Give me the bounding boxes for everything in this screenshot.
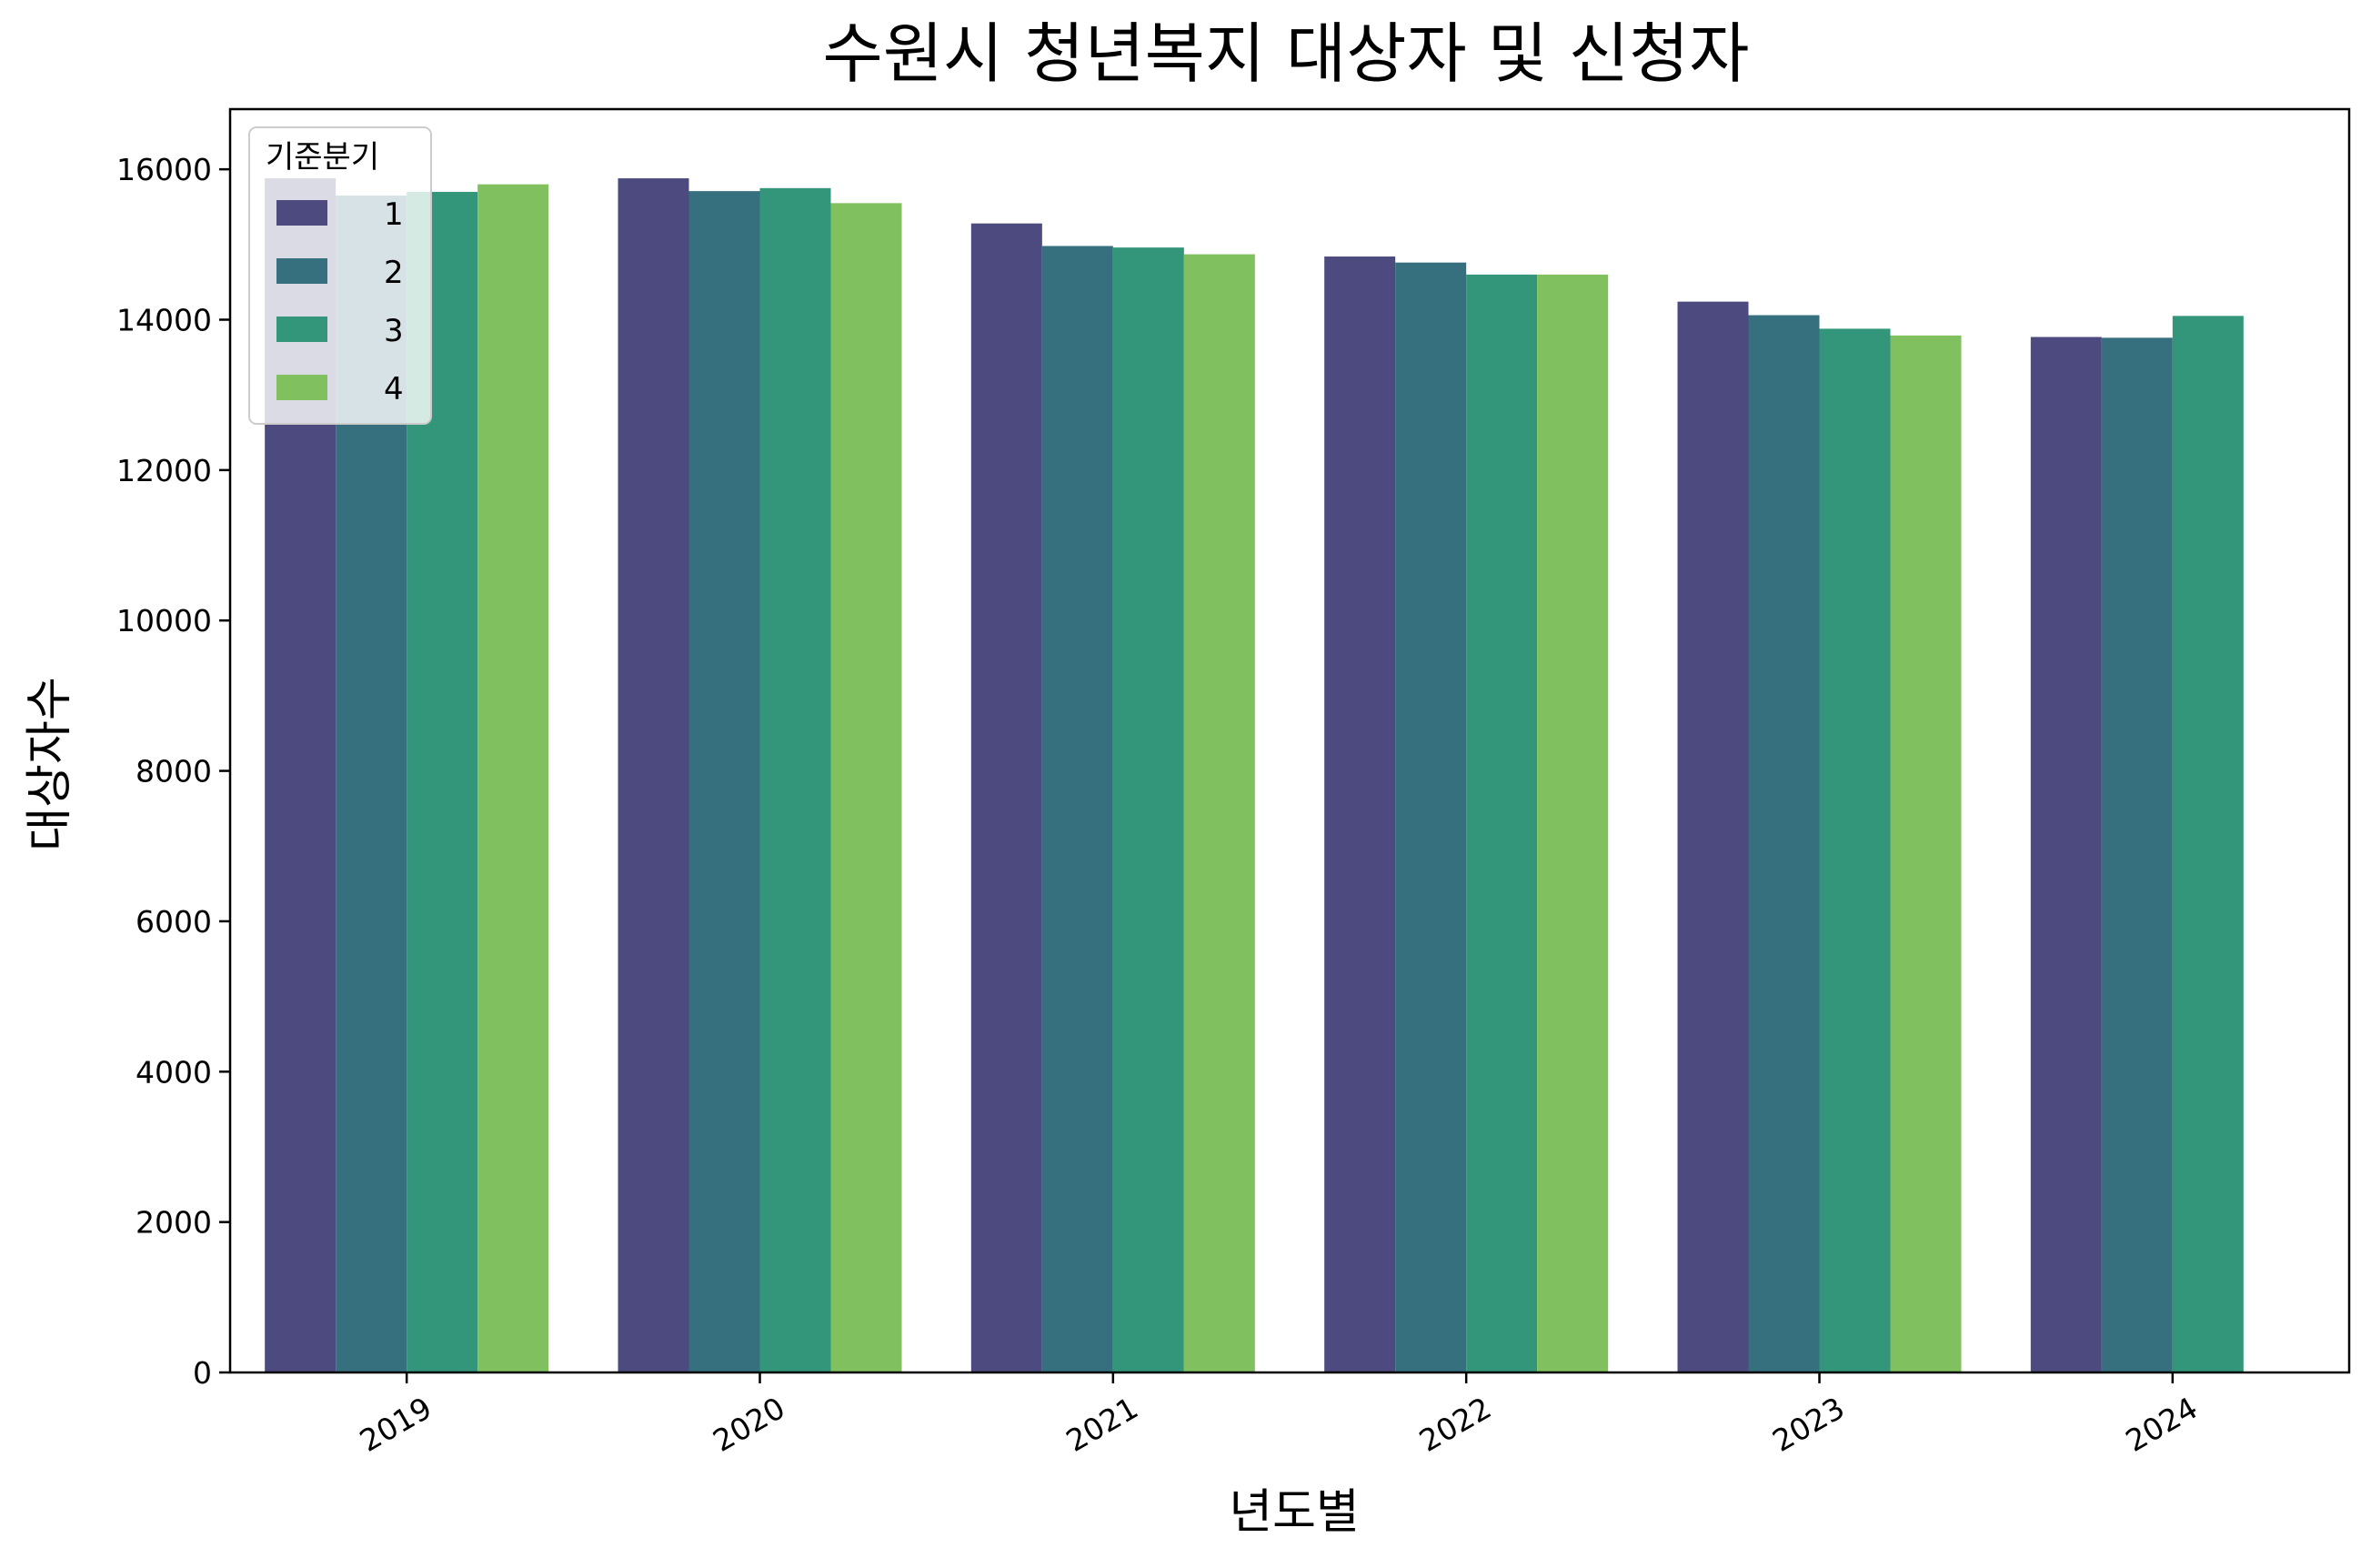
bar-2020-q4 xyxy=(830,203,902,1372)
bar-2022-q3 xyxy=(1466,274,1538,1373)
x-tick-label-2023: 2023 xyxy=(1766,1390,1850,1459)
legend-swatch-1 xyxy=(276,200,327,226)
bars-group xyxy=(265,178,2244,1373)
x-tick-label-2021: 2021 xyxy=(1060,1390,1144,1459)
x-tick-label-2020: 2020 xyxy=(707,1390,790,1459)
bar-2024-q1 xyxy=(2030,337,2102,1372)
y-tick-label: 0 xyxy=(193,1355,212,1391)
bar-2024-q3 xyxy=(2172,316,2244,1372)
bar-2021-q2 xyxy=(1041,246,1113,1373)
legend-label-1: 1 xyxy=(384,196,404,233)
bar-2020-q3 xyxy=(759,187,831,1372)
y-tick-label: 16000 xyxy=(116,152,212,187)
bar-2020-q1 xyxy=(618,178,689,1372)
bar-2021-q3 xyxy=(1112,247,1184,1373)
legend-title: 기준분기 xyxy=(266,139,379,176)
y-tick-label: 12000 xyxy=(116,453,212,488)
bar-2024-q2 xyxy=(2101,337,2173,1372)
legend-swatch-2 xyxy=(276,258,327,284)
legend-swatch-4 xyxy=(276,375,327,400)
bar-2022-q2 xyxy=(1395,262,1467,1372)
y-tick-label: 10000 xyxy=(116,603,212,638)
bar-2021-q4 xyxy=(1183,254,1255,1373)
bar-2023-q2 xyxy=(1748,315,1820,1372)
y-axis: 0 2000 4000 6000 8000 10000 12000 14000 16000 xyxy=(116,152,230,1391)
y-axis-label: 대상자수 xyxy=(23,677,77,850)
legend-label-4: 4 xyxy=(384,371,404,407)
bar-2022-q1 xyxy=(1324,256,1396,1372)
plot-frame xyxy=(228,107,2351,1374)
y-tick-label: 6000 xyxy=(136,904,212,940)
legend-label-3: 3 xyxy=(384,313,404,349)
legend-label-2: 2 xyxy=(384,255,404,291)
bar-2020-q2 xyxy=(688,191,760,1373)
legend-swatch-3 xyxy=(276,317,327,342)
y-tick-label: 4000 xyxy=(136,1054,212,1090)
x-tick-label-2022: 2022 xyxy=(1413,1390,1497,1459)
y-tick-label: 2000 xyxy=(136,1205,212,1241)
y-tick-label: 14000 xyxy=(116,303,212,338)
bar-2022-q4 xyxy=(1537,274,1609,1373)
bar-2023-q4 xyxy=(1890,335,1962,1372)
x-axis: 2019 2020 2021 2022 2023 2024 xyxy=(354,1372,2204,1459)
x-tick-label-2019: 2019 xyxy=(354,1390,437,1459)
bar-2021-q1 xyxy=(970,223,1042,1373)
chart-title: 수원시 청년복지 대상자 및 신청자 xyxy=(823,15,1750,92)
y-tick-label: 8000 xyxy=(136,754,212,789)
bar-2019-q4 xyxy=(477,184,549,1372)
bar-2023-q1 xyxy=(1677,301,1749,1373)
bar-2023-q3 xyxy=(1819,328,1891,1373)
x-axis-label: 년도별 xyxy=(1229,1485,1360,1540)
x-tick-label-2024: 2024 xyxy=(2120,1390,2204,1459)
